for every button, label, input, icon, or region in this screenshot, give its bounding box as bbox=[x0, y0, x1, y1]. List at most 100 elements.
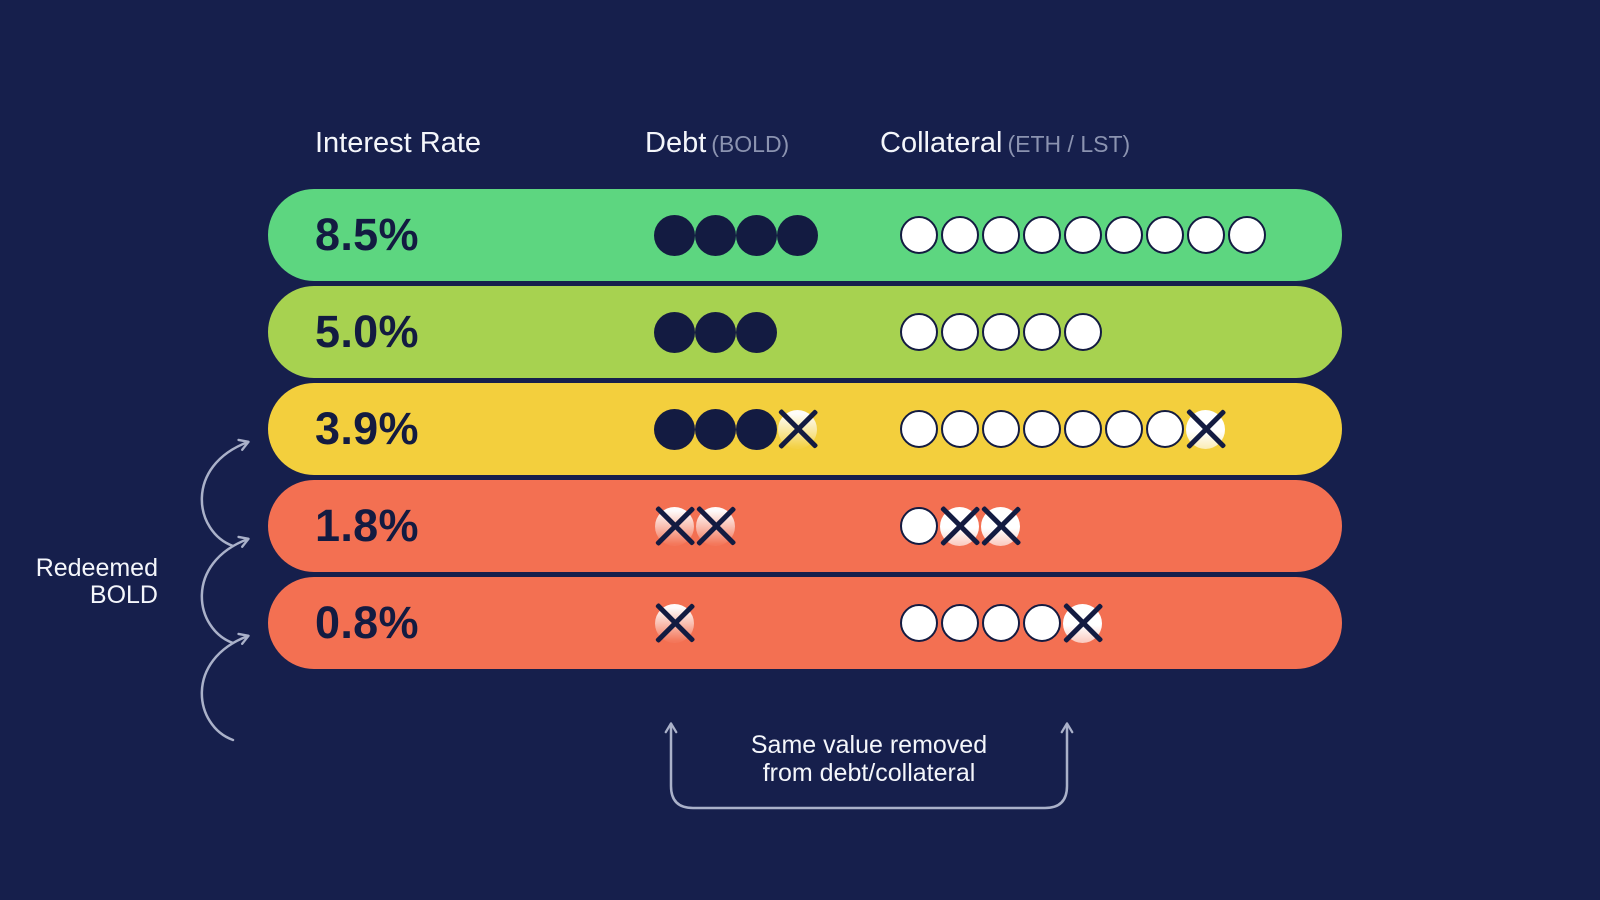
redeemed-collateral-cross-icon bbox=[981, 506, 1020, 546]
debt-dots bbox=[654, 286, 777, 378]
dot-slot bbox=[939, 602, 980, 644]
dot-slot bbox=[1062, 408, 1103, 450]
same-value-note-line2: from debt/collateral bbox=[762, 759, 976, 787]
debt-dots bbox=[654, 383, 818, 475]
dot-slot bbox=[898, 505, 939, 547]
dot-slot bbox=[695, 408, 736, 450]
dot-slot bbox=[1103, 214, 1144, 256]
collateral-unit-dot bbox=[899, 507, 938, 545]
dot-slot bbox=[939, 214, 980, 256]
collateral-unit-dot bbox=[981, 216, 1020, 254]
collateral-unit-dot bbox=[1063, 410, 1102, 448]
column-header-debt: Debt (BOLD) bbox=[645, 127, 789, 160]
redeemed-bold-label: Redeemed BOLD bbox=[15, 555, 158, 609]
collateral-unit-dot bbox=[981, 410, 1020, 448]
dot-slot bbox=[1226, 214, 1267, 256]
bracket-path bbox=[664, 722, 1074, 810]
collateral-unit-dot bbox=[899, 313, 938, 351]
dot-slot bbox=[898, 602, 939, 644]
dot-slot bbox=[736, 311, 777, 353]
dot-slot bbox=[654, 602, 695, 644]
debt-unit-dot bbox=[695, 311, 736, 353]
column-header-collateral: Collateral (ETH / LST) bbox=[880, 127, 1130, 160]
debt-dots bbox=[654, 189, 818, 281]
collateral-unit-dot bbox=[981, 604, 1020, 642]
debt-unit-dot bbox=[654, 214, 695, 256]
dot-slot bbox=[939, 311, 980, 353]
collateral-unit-dot bbox=[940, 216, 979, 254]
interest-rate-value: 3.9% bbox=[315, 403, 419, 454]
dot-slot bbox=[1062, 602, 1103, 644]
rate-row-1.8: 1.8% bbox=[268, 480, 1342, 572]
interest-rate-value: 1.8% bbox=[315, 500, 419, 551]
debt-unit-dot bbox=[695, 214, 736, 256]
collateral-unit-dot bbox=[1104, 216, 1143, 254]
collateral-unit-dot bbox=[1022, 604, 1061, 642]
collateral-dots bbox=[898, 577, 1103, 669]
dot-slot bbox=[898, 214, 939, 256]
dot-slot bbox=[654, 408, 695, 450]
dot-slot bbox=[1062, 214, 1103, 256]
interest-rate-value: 5.0% bbox=[315, 306, 419, 357]
collateral-unit-dot bbox=[1022, 313, 1061, 351]
dot-slot bbox=[980, 408, 1021, 450]
debt-unit-dot bbox=[736, 311, 777, 353]
redeemed-collateral-cross-icon bbox=[1063, 603, 1102, 643]
collateral-dots bbox=[898, 189, 1267, 281]
rate-row-0.8: 0.8% bbox=[268, 577, 1342, 669]
curved-arrow-row5 bbox=[200, 632, 250, 742]
dot-slot bbox=[1021, 602, 1062, 644]
collateral-dots bbox=[898, 480, 1021, 572]
collateral-unit-dot bbox=[981, 313, 1020, 351]
dot-slot bbox=[1062, 311, 1103, 353]
dot-slot bbox=[898, 408, 939, 450]
dot-slot bbox=[736, 408, 777, 450]
interest-rate-header-label: Interest Rate bbox=[315, 127, 482, 159]
debt-dots bbox=[654, 577, 695, 669]
dot-slot bbox=[1103, 408, 1144, 450]
rate-row-8.5: 8.5% bbox=[268, 189, 1342, 281]
debt-unit-dot bbox=[654, 311, 695, 353]
debt-unit-dot bbox=[736, 214, 777, 256]
collateral-unit-dot bbox=[899, 216, 938, 254]
collateral-dots bbox=[898, 286, 1103, 378]
collateral-unit-dot bbox=[899, 410, 938, 448]
dot-slot bbox=[980, 311, 1021, 353]
interest-rate-value: 8.5% bbox=[315, 209, 419, 260]
collateral-unit-dot bbox=[940, 313, 979, 351]
collateral-unit-dot bbox=[1186, 216, 1225, 254]
dot-slot bbox=[777, 408, 818, 450]
redeemed-debt-cross-icon bbox=[696, 506, 735, 546]
collateral-unit-dot bbox=[1022, 216, 1061, 254]
redeemed-debt-cross-icon bbox=[778, 409, 817, 449]
dot-slot bbox=[777, 214, 818, 256]
redeemed-debt-cross-icon bbox=[655, 603, 694, 643]
collateral-header-label: Collateral bbox=[880, 127, 1003, 159]
column-header-interest-rate: Interest Rate bbox=[315, 127, 481, 160]
dot-slot bbox=[980, 602, 1021, 644]
debt-header-unit: (BOLD) bbox=[711, 131, 790, 157]
dot-slot bbox=[980, 505, 1021, 547]
redeemed-arrows-icon bbox=[200, 438, 250, 742]
dot-slot bbox=[1185, 408, 1226, 450]
dot-slot bbox=[695, 214, 736, 256]
dot-slot bbox=[980, 214, 1021, 256]
collateral-unit-dot bbox=[1063, 313, 1102, 351]
same-value-note: Same value removed from debt/collateral bbox=[659, 731, 1079, 787]
dot-slot bbox=[654, 505, 695, 547]
interest-rate-value: 0.8% bbox=[315, 597, 419, 648]
redeemed-debt-cross-icon bbox=[655, 506, 694, 546]
collateral-unit-dot bbox=[940, 604, 979, 642]
dot-slot bbox=[654, 311, 695, 353]
collateral-unit-dot bbox=[1063, 216, 1102, 254]
collateral-unit-dot bbox=[1227, 216, 1266, 254]
redeemed-bold-line2: BOLD bbox=[89, 581, 158, 609]
curved-arrow-row4 bbox=[200, 535, 250, 645]
dot-slot bbox=[939, 408, 980, 450]
dot-slot bbox=[1021, 214, 1062, 256]
dot-slot bbox=[1185, 214, 1226, 256]
dot-slot bbox=[1144, 214, 1185, 256]
curved-arrow-row3 bbox=[200, 438, 250, 548]
dot-slot bbox=[1144, 408, 1185, 450]
